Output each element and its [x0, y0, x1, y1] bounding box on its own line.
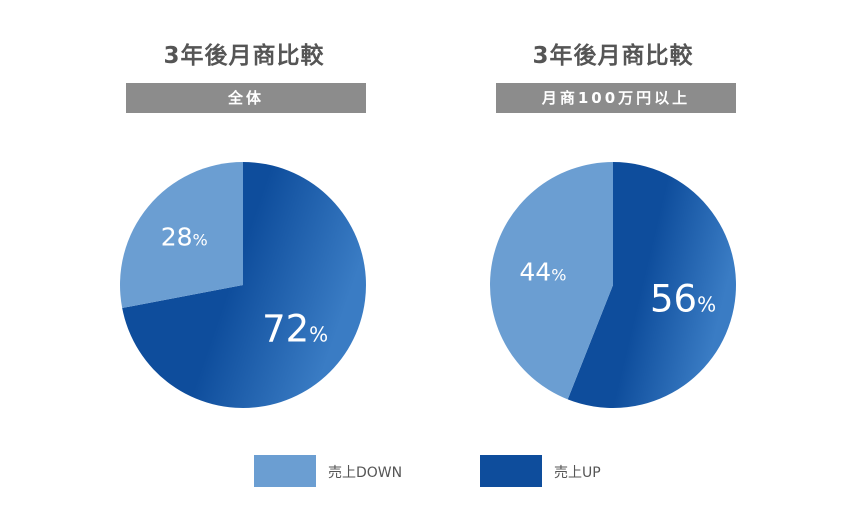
chart-2-title: 3年後月商比較	[532, 43, 694, 69]
chart-1-slice-down-label: 28%	[161, 222, 208, 251]
chart-1-slice-down	[119, 162, 243, 309]
legend-swatch-up	[480, 455, 542, 487]
chart-2-slice-up-label: 56%	[650, 278, 716, 321]
chart-2-subtitle: 月商100万円以上	[496, 83, 736, 113]
legend-label-down: 売上DOWN	[328, 465, 403, 481]
chart-2-slice-down-label: 44%	[519, 258, 566, 287]
chart-2-slice-down	[490, 162, 613, 400]
chart-1-slice-up-label: 72%	[262, 307, 328, 350]
chart-1-title: 3年後月商比較	[163, 43, 325, 69]
chart-2-pie: 44% 56%	[490, 162, 736, 408]
chart-1-subtitle: 全体	[126, 83, 366, 113]
chart-1-pie: 28% 72%	[119, 162, 366, 408]
chart-1-slice-up	[122, 162, 366, 408]
legend-swatch-down	[254, 455, 316, 487]
legend-label-up: 売上UP	[554, 465, 601, 481]
chart-2-slice-up	[567, 162, 736, 408]
